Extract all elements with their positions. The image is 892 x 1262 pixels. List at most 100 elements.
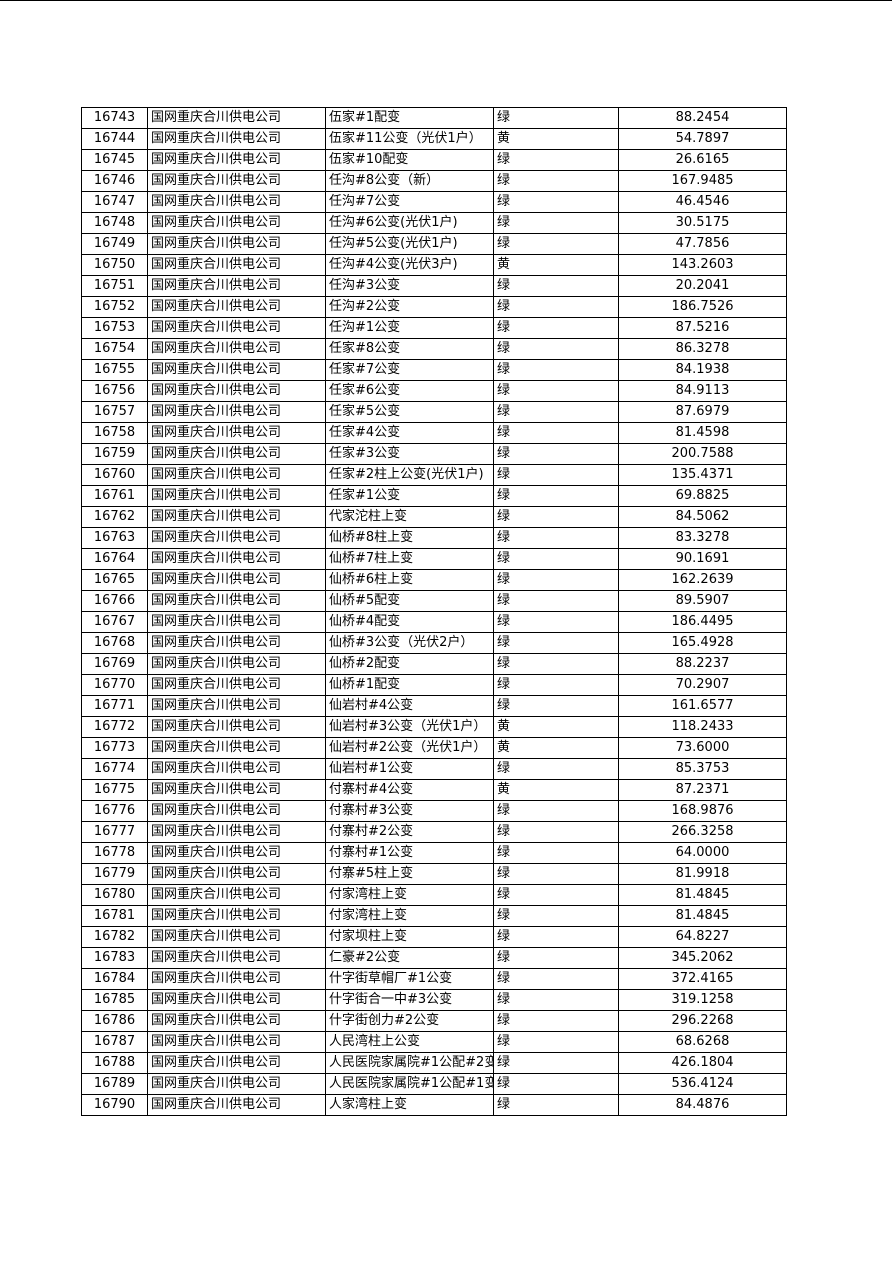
table-row: 16781 国网重庆合川供电公司 付家湾柱上变绿 81.4845	[81, 905, 787, 927]
status: 绿	[493, 506, 619, 528]
table-row: 16756 国网重庆合川供电公司 任家#6公变绿 84.9113	[81, 380, 787, 402]
company: 国网重庆合川供电公司	[147, 380, 326, 402]
value: 30.5175	[618, 212, 787, 234]
status: 绿	[493, 569, 619, 591]
row-id: 16790	[81, 1094, 148, 1116]
status: 绿	[493, 464, 619, 486]
company: 国网重庆合川供电公司	[147, 548, 326, 570]
row-id: 16754	[81, 338, 148, 360]
company: 国网重庆合川供电公司	[147, 1094, 326, 1116]
transformer-name: 任家#7公变	[325, 359, 494, 381]
row-id: 16763	[81, 527, 148, 549]
transformer-name: 任沟#8公变（新）	[325, 170, 494, 192]
status: 绿	[493, 548, 619, 570]
status: 绿	[493, 422, 619, 444]
company: 国网重庆合川供电公司	[147, 926, 326, 948]
table-row: 16770 国网重庆合川供电公司 仙桥#1配变绿 70.2907	[81, 674, 787, 696]
row-id: 16752	[81, 296, 148, 318]
table-row: 16747 国网重庆合川供电公司 任沟#7公变绿 46.4546	[81, 191, 787, 213]
transformer-name: 任沟#4公变(光伏3户)	[325, 254, 494, 276]
table-row: 16787 国网重庆合川供电公司 人民湾柱上公变绿 68.6268	[81, 1031, 787, 1053]
status: 绿	[493, 443, 619, 465]
value: 88.2454	[618, 107, 787, 129]
value: 426.1804	[618, 1052, 787, 1074]
company: 国网重庆合川供电公司	[147, 716, 326, 738]
table-row: 16759 国网重庆合川供电公司 任家#3公变绿 200.7588	[81, 443, 787, 465]
value: 162.2639	[618, 569, 787, 591]
table-row: 16772 国网重庆合川供电公司 仙岩村#3公变（光伏1户）黄 118.2433	[81, 716, 787, 738]
status: 绿	[493, 1073, 619, 1095]
company: 国网重庆合川供电公司	[147, 464, 326, 486]
transformer-name: 什字街草帽厂#1公变	[325, 968, 494, 990]
transformer-name: 什字街创力#2公变	[325, 1010, 494, 1032]
table-row: 16783 国网重庆合川供电公司 仁豪#2公变绿 345.2062	[81, 947, 787, 969]
table-row: 16744 国网重庆合川供电公司 伍家#11公变（光伏1户）黄 54.7897	[81, 128, 787, 150]
value: 47.7856	[618, 233, 787, 255]
row-id: 16749	[81, 233, 148, 255]
table-row: 16763 国网重庆合川供电公司 仙桥#8柱上变绿 83.3278	[81, 527, 787, 549]
status: 绿	[493, 485, 619, 507]
status: 黄	[493, 716, 619, 738]
status: 绿	[493, 296, 619, 318]
status: 绿	[493, 842, 619, 864]
transformer-name: 任沟#5公变(光伏1户)	[325, 233, 494, 255]
row-id: 16765	[81, 569, 148, 591]
table-row: 16784 国网重庆合川供电公司 什字街草帽厂#1公变绿 372.4165	[81, 968, 787, 990]
value: 70.2907	[618, 674, 787, 696]
status: 绿	[493, 107, 619, 129]
company: 国网重庆合川供电公司	[147, 842, 326, 864]
status: 绿	[493, 632, 619, 654]
status: 黄	[493, 779, 619, 801]
row-id: 16787	[81, 1031, 148, 1053]
status: 绿	[493, 863, 619, 885]
company: 国网重庆合川供电公司	[147, 212, 326, 234]
table-row: 16775 国网重庆合川供电公司 付寨村#4公变黄 87.2371	[81, 779, 787, 801]
value: 88.2237	[618, 653, 787, 675]
row-id: 16772	[81, 716, 148, 738]
transformer-name: 付家坝柱上变	[325, 926, 494, 948]
transformer-name: 仙桥#7柱上变	[325, 548, 494, 570]
value: 83.3278	[618, 527, 787, 549]
value: 89.5907	[618, 590, 787, 612]
row-id: 16781	[81, 905, 148, 927]
table-row: 16769 国网重庆合川供电公司 仙桥#2配变绿 88.2237	[81, 653, 787, 675]
transformer-name: 仙桥#5配变	[325, 590, 494, 612]
status: 黄	[493, 128, 619, 150]
value: 536.4124	[618, 1073, 787, 1095]
company: 国网重庆合川供电公司	[147, 485, 326, 507]
status: 绿	[493, 968, 619, 990]
row-id: 16760	[81, 464, 148, 486]
status: 绿	[493, 989, 619, 1011]
transformer-name: 仙桥#1配变	[325, 674, 494, 696]
transformer-name: 任家#5公变	[325, 401, 494, 423]
table-row: 16767 国网重庆合川供电公司 仙桥#4配变绿 186.4495	[81, 611, 787, 633]
transformer-name: 付寨村#4公变	[325, 779, 494, 801]
company: 国网重庆合川供电公司	[147, 254, 326, 276]
transformer-name: 任家#4公变	[325, 422, 494, 444]
transformer-name: 仙岩村#2公变（光伏1户）	[325, 737, 494, 759]
value: 118.2433	[618, 716, 787, 738]
row-id: 16747	[81, 191, 148, 213]
company: 国网重庆合川供电公司	[147, 653, 326, 675]
table-row: 16753 国网重庆合川供电公司 任沟#1公变绿 87.5216	[81, 317, 787, 339]
status: 绿	[493, 695, 619, 717]
table-row: 16776 国网重庆合川供电公司 付寨村#3公变绿 168.9876	[81, 800, 787, 822]
row-id: 16753	[81, 317, 148, 339]
table-row: 16782 国网重庆合川供电公司 付家坝柱上变绿 64.8227	[81, 926, 787, 948]
row-id: 16768	[81, 632, 148, 654]
transformer-name: 任沟#1公变	[325, 317, 494, 339]
value: 87.2371	[618, 779, 787, 801]
row-id: 16761	[81, 485, 148, 507]
transformer-name: 付寨村#1公变	[325, 842, 494, 864]
transformer-name: 什字街合一中#3公变	[325, 989, 494, 1011]
table-row: 16749 国网重庆合川供电公司 任沟#5公变(光伏1户) 绿 47.7856	[81, 233, 787, 255]
table-row: 16750 国网重庆合川供电公司 任沟#4公变(光伏3户) 黄 143.2603	[81, 254, 787, 276]
table-row: 16752 国网重庆合川供电公司 任沟#2公变绿 186.7526	[81, 296, 787, 318]
status: 绿	[493, 317, 619, 339]
value: 143.2603	[618, 254, 787, 276]
status: 绿	[493, 590, 619, 612]
table-row: 16751 国网重庆合川供电公司 任沟#3公变绿 20.2041	[81, 275, 787, 297]
status: 绿	[493, 884, 619, 906]
row-id: 16769	[81, 653, 148, 675]
